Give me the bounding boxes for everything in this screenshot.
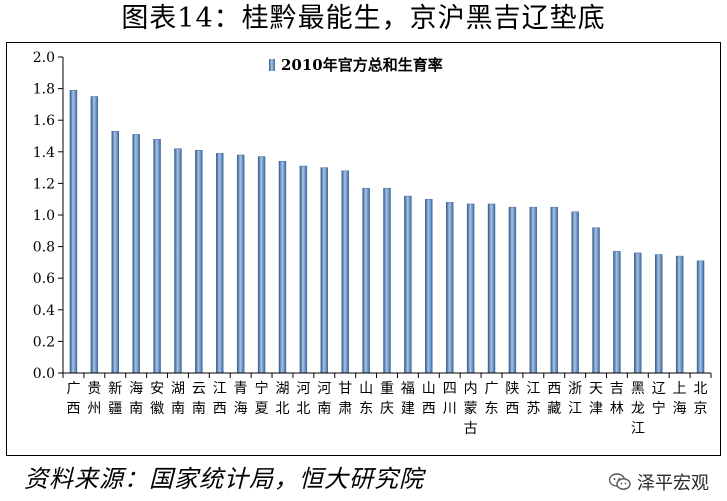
bar (341, 170, 349, 374)
bars (69, 89, 705, 374)
legend: 2010年官方总和生育率 (269, 56, 443, 74)
x-tick-label: 新疆 (108, 381, 122, 417)
y-tick-label: 1.4 (33, 145, 55, 161)
bar (634, 252, 642, 374)
x-tick-label: 湖北 (275, 381, 289, 417)
bar (69, 89, 78, 374)
wechat-icon (608, 473, 631, 491)
y-tick-label: 0.2 (33, 334, 55, 350)
source-note: 资料来源：国家统计局，恒大研究院 (24, 465, 424, 493)
x-tick-label: 福建 (401, 381, 415, 417)
bar (195, 150, 203, 374)
bar (550, 206, 558, 374)
y-tick-label: 0.4 (33, 303, 55, 319)
legend-swatch (269, 59, 275, 71)
bar (278, 161, 287, 374)
y-tick-label: 1.8 (33, 82, 55, 98)
y-tick-label: 0.6 (33, 271, 55, 287)
bar (446, 202, 454, 374)
x-tick-label: 青海 (234, 381, 248, 417)
x-tick-label: 海南 (129, 381, 143, 417)
x-tick-label: 辽宁 (652, 381, 666, 417)
bar (383, 187, 391, 374)
watermark: 泽平宏观 (608, 470, 709, 494)
bar (174, 148, 182, 374)
bar (404, 195, 412, 374)
x-tick-label: 广西 (66, 381, 80, 417)
y-tick-label: 0.8 (33, 240, 55, 256)
x-tick-label: 江西 (213, 381, 227, 417)
bar-chart: 0.0 0.2 0.4 0.6 0.8 1.0 1.2 1.4 1.6 1.8 2.0 广西贵州新疆… (33, 50, 712, 437)
x-tick-label: 陕西 (505, 381, 519, 417)
x-tick-label: 贵州 (87, 381, 101, 417)
x-tick-label: 江苏 (526, 381, 540, 417)
y-axis: 0.0 0.2 0.4 0.6 0.8 1.0 1.2 1.4 1.6 1.8 2.0 (33, 50, 64, 382)
y-tick-label: 1.6 (33, 113, 55, 129)
bar (592, 227, 600, 374)
bar (362, 187, 370, 374)
y-tick-label: 1.0 (33, 208, 55, 224)
bar (132, 134, 140, 374)
x-tick-label: 内蒙古 (464, 381, 478, 437)
x-tick-label: 四川 (443, 381, 457, 417)
x-tick-label: 山西 (422, 381, 436, 417)
bar (90, 96, 99, 374)
x-tick-label: 山东 (359, 381, 373, 417)
x-axis: 广西贵州新疆海南安徽湖南云南江西青海宁夏湖北河北河南甘肃山东重庆福建山西四川内蒙… (62, 372, 712, 437)
bar (466, 203, 475, 374)
page-title: 图表14：桂黔最能生，京沪黑吉辽垫底 (121, 3, 606, 34)
x-tick-label: 浙江 (568, 381, 582, 417)
x-tick-label: 吉林 (610, 381, 624, 417)
bar (508, 206, 517, 374)
x-tick-label: 重庆 (380, 381, 394, 417)
bar (111, 131, 119, 374)
x-tick-label: 广东 (485, 381, 499, 417)
x-tick-label: 云南 (192, 381, 206, 417)
bar (153, 138, 161, 374)
x-tick-label: 北京 (694, 381, 708, 417)
x-tick-label: 安徽 (150, 381, 164, 417)
bar (320, 167, 328, 374)
bar (675, 255, 684, 374)
legend-label: 2010年官方总和生育率 (281, 56, 443, 74)
watermark-label: 泽平宏观 (637, 473, 709, 494)
x-tick-label: 西藏 (547, 381, 561, 417)
x-tick-label: 河南 (317, 381, 331, 417)
bar (613, 251, 621, 374)
x-tick-label: 宁夏 (255, 380, 269, 417)
bar (571, 211, 579, 374)
bar (216, 153, 224, 374)
bar (655, 254, 663, 374)
x-tick-label: 河北 (296, 381, 310, 417)
bar (696, 260, 705, 374)
chart-frame: 0.0 0.2 0.4 0.6 0.8 1.0 1.2 1.4 1.6 1.8 2.0 广西 贵州 新疆… (6, 42, 721, 456)
y-tick-label: 0.0 (33, 366, 55, 382)
x-tick-label: 湖南 (171, 381, 185, 417)
x-tick-label: 黑龙江 (631, 381, 645, 437)
x-tick-label: 上海 (673, 381, 687, 417)
bar (299, 165, 308, 374)
bar (236, 154, 245, 374)
bar (425, 198, 433, 374)
y-tick-label: 1.2 (33, 176, 55, 192)
bar (487, 203, 496, 374)
x-tick-label: 天津 (589, 381, 603, 417)
bar (529, 206, 538, 374)
x-tick-label: 甘肃 (338, 381, 352, 417)
y-tick-label: 2.0 (33, 50, 55, 66)
bar (257, 156, 266, 374)
